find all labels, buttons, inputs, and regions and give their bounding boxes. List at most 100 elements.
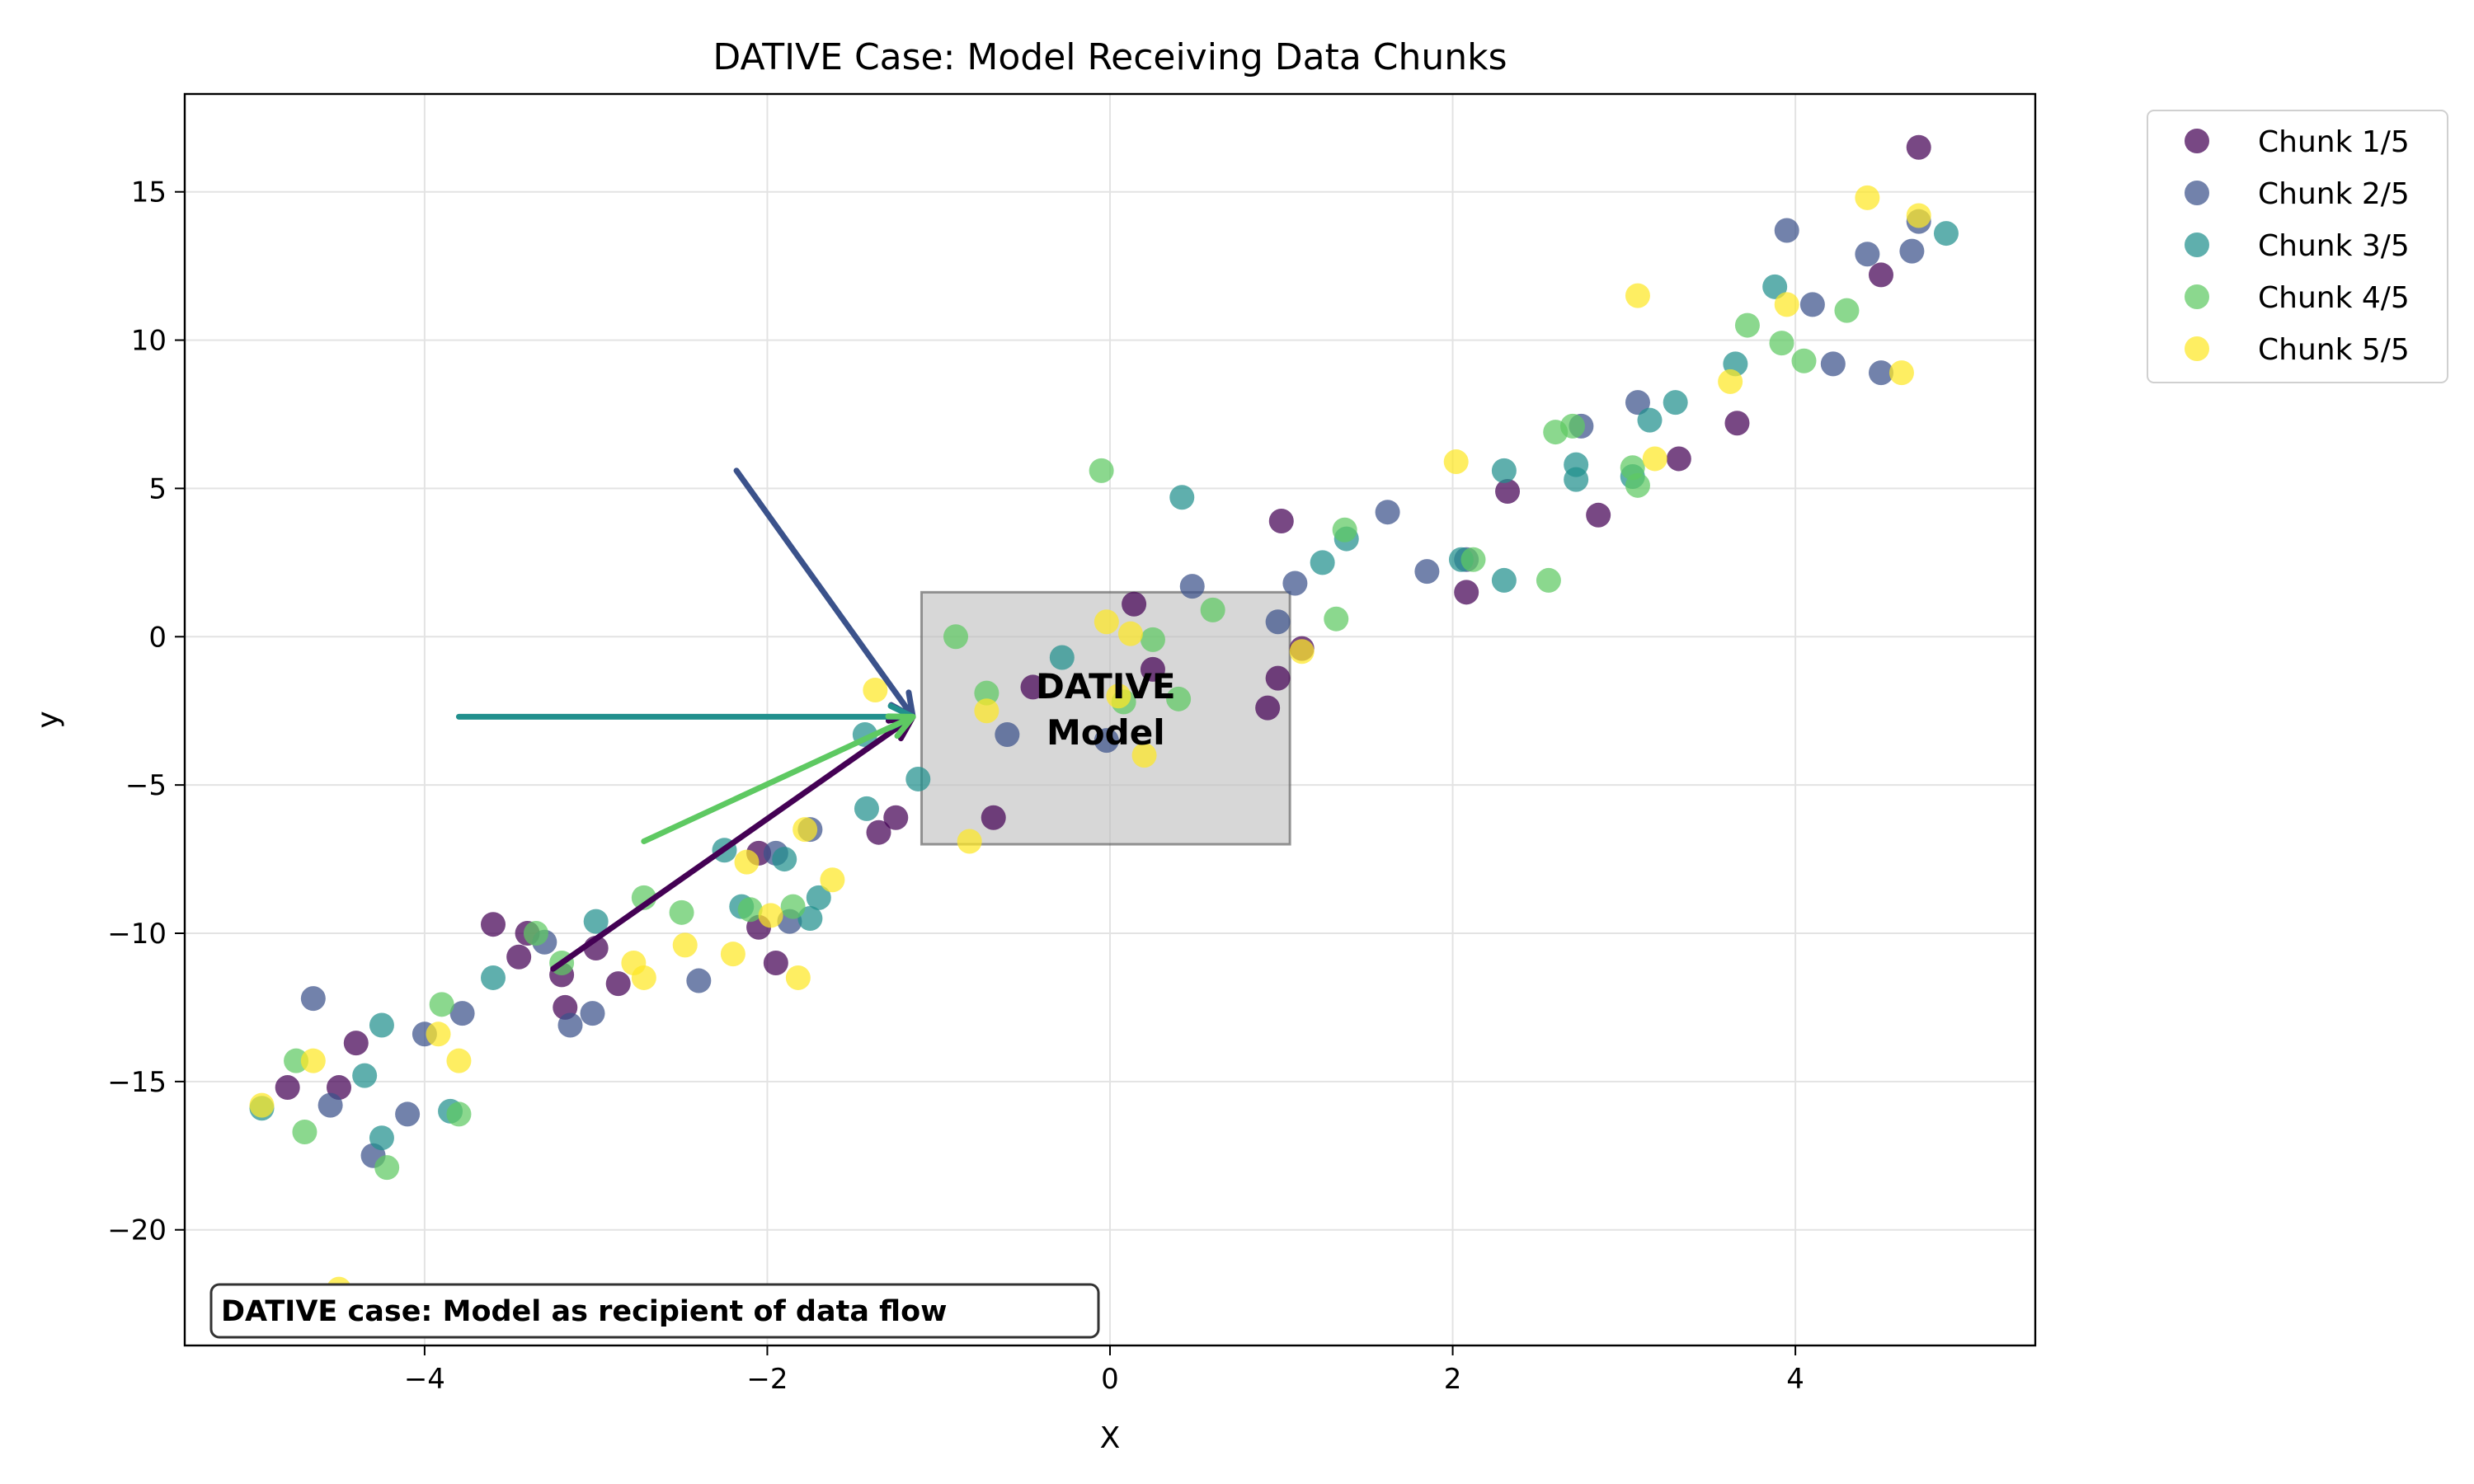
data-point [1166, 686, 1192, 711]
legend: Chunk 1/5 Chunk 2/5 Chunk 3/5 Chunk 4/5 Chun… [2147, 110, 2448, 383]
data-point [669, 899, 694, 925]
data-point [943, 624, 968, 650]
data-point [1820, 351, 1846, 377]
model-box-label-line: DATIVE [1036, 666, 1176, 707]
data-point [1268, 508, 1294, 533]
legend-frame [2147, 110, 2448, 383]
data-point [974, 680, 999, 706]
legend-label: Chunk 5/5 [2258, 333, 2410, 367]
data-point [1460, 547, 1486, 572]
data-point [284, 1048, 309, 1073]
scatter-points [249, 134, 1959, 1302]
data-point [1094, 728, 1119, 754]
data-point [1282, 571, 1308, 596]
data-point [249, 1092, 275, 1118]
data-point [1200, 597, 1225, 622]
data-point [1122, 591, 1147, 617]
data-point [1495, 479, 1521, 505]
legend-marker [2185, 336, 2209, 361]
data-point [352, 1063, 378, 1088]
data-point [369, 1012, 394, 1038]
data-point [1637, 407, 1663, 433]
data-point [995, 721, 1020, 747]
data-point [1625, 283, 1650, 308]
data-point [343, 1031, 369, 1056]
data-point [737, 897, 763, 923]
data-point [866, 819, 891, 845]
data-point [605, 971, 631, 997]
data-point [1663, 390, 1688, 416]
data-point [734, 849, 760, 875]
x-tick-label: −2 [746, 1363, 788, 1396]
data-point [1899, 238, 1925, 264]
data-point [1724, 411, 1750, 436]
data-point [446, 1101, 472, 1127]
model-box-label-line: Model [1047, 712, 1165, 753]
data-point [1536, 567, 1561, 593]
data-point [1869, 360, 1893, 386]
data-point [1888, 360, 1914, 386]
data-point [1414, 559, 1440, 585]
data-point [631, 965, 656, 990]
x-tick-label: 2 [1444, 1363, 1462, 1396]
data-point [1131, 743, 1157, 768]
flow-arrow-shaft [641, 713, 916, 844]
data-point [446, 1048, 472, 1073]
flow-arrow-shaft [733, 467, 916, 720]
data-point [854, 796, 879, 821]
data-point [1791, 348, 1817, 373]
data-point [583, 909, 609, 934]
data-point [974, 698, 999, 724]
data-point [1089, 458, 1114, 483]
data-point [1869, 262, 1893, 288]
y-tick-label: −15 [107, 1066, 167, 1099]
data-point [1762, 274, 1788, 299]
data-point [1094, 609, 1119, 635]
data-point [426, 1021, 451, 1047]
data-point [1586, 502, 1611, 528]
data-point [686, 968, 712, 993]
annotation-box: DATIVE case: Model as recipient of data … [209, 1283, 1100, 1339]
data-point [481, 965, 506, 990]
data-point [820, 867, 845, 893]
data-point [292, 1120, 317, 1145]
data-point [481, 912, 506, 937]
data-point [1375, 500, 1400, 525]
x-tick-label: 0 [1101, 1363, 1119, 1396]
legend-marker [2185, 284, 2209, 309]
data-point [905, 766, 931, 791]
data-point [1906, 134, 1931, 160]
flow-arrows [455, 467, 916, 972]
data-point [1491, 458, 1517, 483]
data-point [785, 965, 811, 990]
data-point [1491, 567, 1517, 593]
legend-marker [2185, 232, 2209, 257]
data-point [275, 1075, 300, 1101]
data-point [1933, 221, 1959, 247]
y-axis-label: y [31, 711, 65, 728]
data-point [395, 1101, 421, 1127]
data-point [1642, 446, 1667, 472]
data-point [1906, 203, 1931, 228]
data-point [1289, 639, 1315, 665]
data-point [1324, 606, 1349, 632]
data-point [1734, 312, 1760, 338]
data-point [1310, 550, 1335, 575]
data-point [1625, 390, 1650, 416]
data-point [1564, 467, 1589, 492]
data-point [1625, 472, 1650, 498]
chart-title: DATIVE Case: Model Receiving Data Chunks [713, 36, 1507, 78]
data-point [1265, 609, 1291, 635]
data-point [763, 950, 788, 975]
data-point [793, 817, 818, 843]
data-point [863, 678, 888, 703]
y-tick-label: −10 [107, 918, 167, 951]
y-tick-label: −5 [125, 769, 167, 802]
data-point [672, 932, 698, 958]
data-point [1117, 621, 1143, 646]
data-point [1169, 485, 1195, 510]
data-point [1769, 331, 1794, 356]
